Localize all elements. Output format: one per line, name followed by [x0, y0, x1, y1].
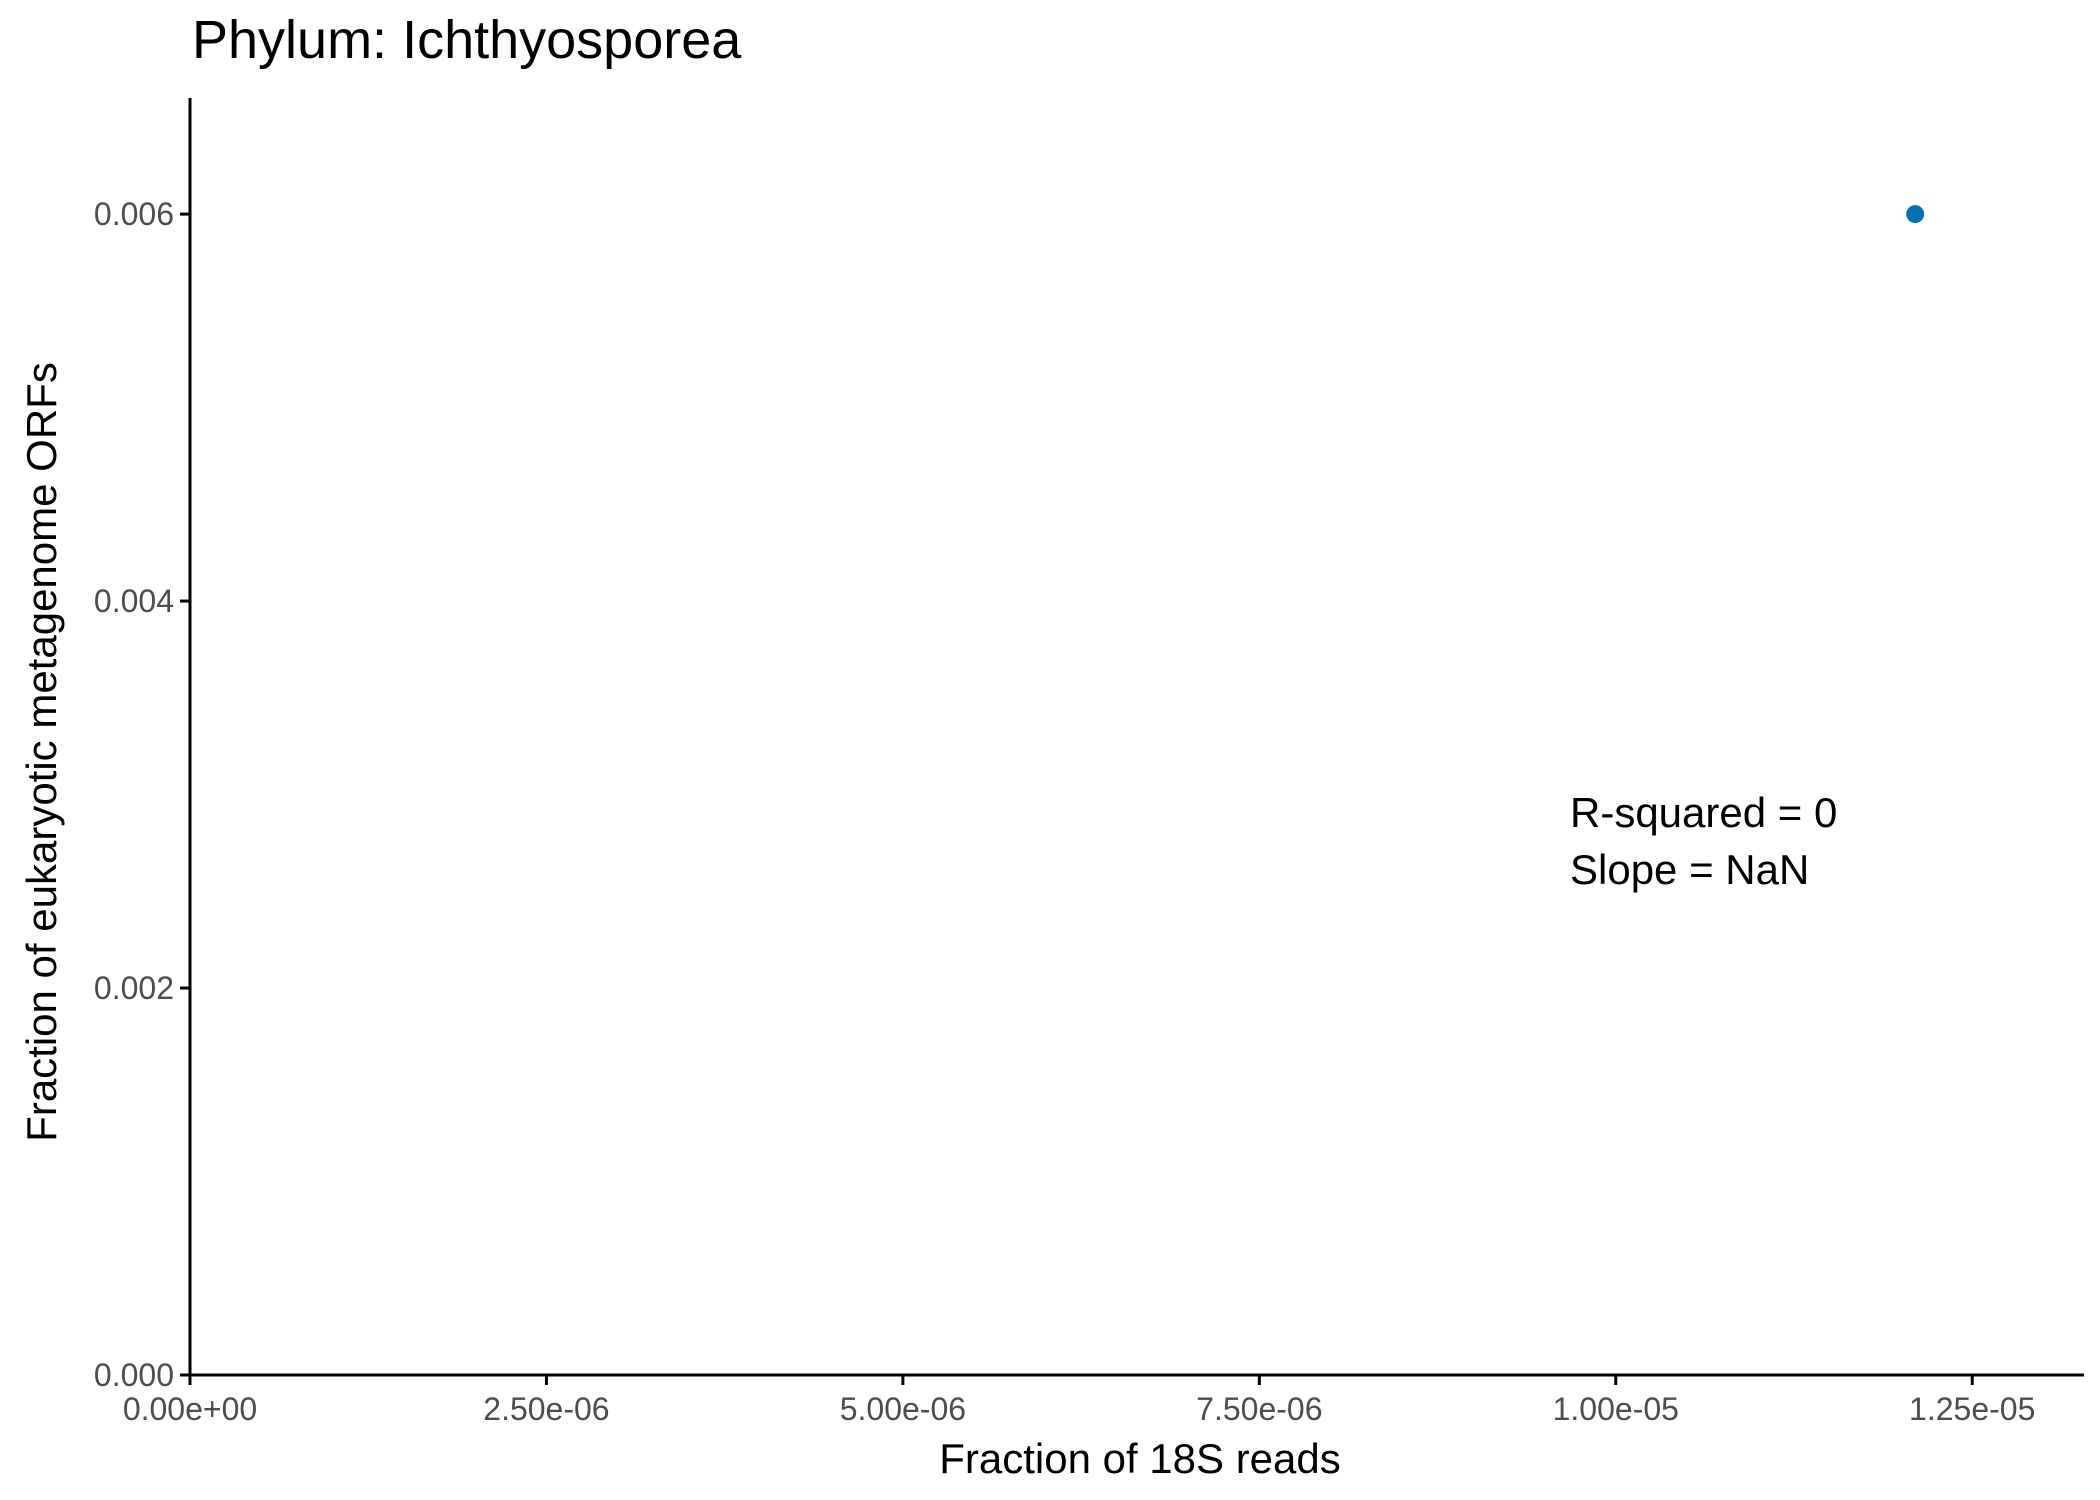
x-axis: 0.00e+00 2.50e-06 5.00e-06 7.50e-06 1.00e-05…	[123, 1375, 2035, 1427]
x-tick-label: 1.00e-05	[1553, 1391, 1679, 1427]
data-points	[1906, 205, 1925, 224]
y-tick-label: 0.006	[94, 196, 174, 232]
x-tick-label: 0.00e+00	[123, 1391, 257, 1427]
x-axis-title: Fraction of 18S reads	[939, 1435, 1341, 1482]
chart-title: Phylum: Ichthyosporea	[192, 10, 742, 70]
slope-annotation: Slope = NaN	[1570, 846, 1809, 893]
y-tick-label: 0.004	[94, 583, 174, 619]
y-tick-label: 0.002	[94, 970, 174, 1006]
y-axis-title: Fraction of eukaryotic metagenome ORFs	[18, 362, 65, 1142]
x-tick-label: 1.25e-05	[1909, 1391, 2035, 1427]
r-squared-annotation: R-squared = 0	[1570, 789, 1837, 836]
x-tick-label: 5.00e-06	[840, 1391, 966, 1427]
y-axis: 0.000 0.002 0.004 0.006	[94, 196, 190, 1393]
x-tick-label: 7.50e-06	[1196, 1391, 1322, 1427]
x-tick-label: 2.50e-06	[483, 1391, 609, 1427]
annotation-box: R-squared = 0 Slope = NaN	[1570, 789, 1837, 893]
data-point	[1906, 205, 1925, 224]
y-tick-label: 0.000	[94, 1357, 174, 1393]
